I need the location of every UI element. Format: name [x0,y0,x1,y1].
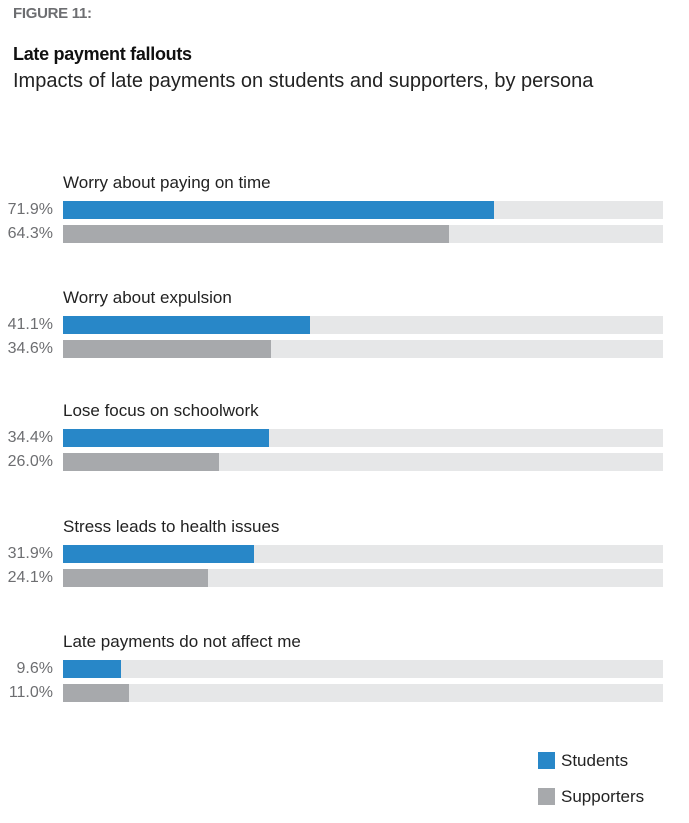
students-value: 41.1% [7,316,53,333]
supporters-row: 11.0% [0,684,689,702]
category-label: Stress leads to health issues [63,517,280,536]
supporters-bar [63,684,129,702]
students-row: 31.9% [0,545,689,563]
supporters-bar [63,569,208,587]
students-value: 9.6% [16,660,53,677]
supporters-value: 11.0% [8,684,53,701]
bar-track [63,684,663,702]
students-row: 71.9% [0,201,689,219]
supporters-row: 24.1% [0,569,689,587]
supporters-swatch [538,788,555,805]
bar-group: Worry about expulsion 41.1% 34.6% [0,288,689,378]
supporters-value: 24.1% [7,569,53,586]
supporters-value: 64.3% [7,225,53,242]
students-bar [63,660,121,678]
bar-track [63,569,663,587]
supporters-value: 26.0% [7,453,53,470]
category-label: Worry about paying on time [63,173,271,192]
supporters-row: 64.3% [0,225,689,243]
bar-group: Lose focus on schoolwork 34.4% 26.0% [0,401,689,491]
bar-track [63,453,663,471]
chart-title: Late payment fallouts [13,44,192,64]
bar-track [63,316,663,334]
category-label: Lose focus on schoolwork [63,401,259,420]
students-bar [63,316,310,334]
chart-subtitle: Impacts of late payments on students and… [13,70,594,92]
bar-track [63,225,663,243]
bar-group: Late payments do not affect me 9.6% 11.0% [0,632,689,722]
legend-label: Students [561,751,629,770]
supporters-row: 34.6% [0,340,689,358]
bar-track [63,429,663,447]
students-bar [63,201,495,219]
students-row: 9.6% [0,660,689,678]
supporters-bar [63,340,271,358]
supporters-bar [63,453,219,471]
bar-track [63,340,663,358]
students-bar [63,545,255,563]
supporters-bar [63,225,449,243]
students-swatch [538,752,555,769]
category-label: Worry about expulsion [63,288,232,307]
figure-label: FIGURE 11: [13,5,92,22]
bar-group: Stress leads to health issues 31.9% 24.1% [0,517,689,607]
supporters-row: 26.0% [0,453,689,471]
legend-label: Supporters [561,787,645,806]
students-value: 34.4% [7,429,53,446]
bar-track [63,545,663,563]
students-value: 31.9% [7,545,53,562]
supporters-value: 34.6% [7,340,53,357]
students-value: 71.9% [7,201,53,218]
category-label: Late payments do not affect me [63,632,301,651]
students-row: 41.1% [0,316,689,334]
students-row: 34.4% [0,429,689,447]
bar-group: Worry about paying on time 71.9% 64.3% [0,173,689,263]
bar-track [63,660,663,678]
bar-track [63,201,663,219]
students-bar [63,429,270,447]
